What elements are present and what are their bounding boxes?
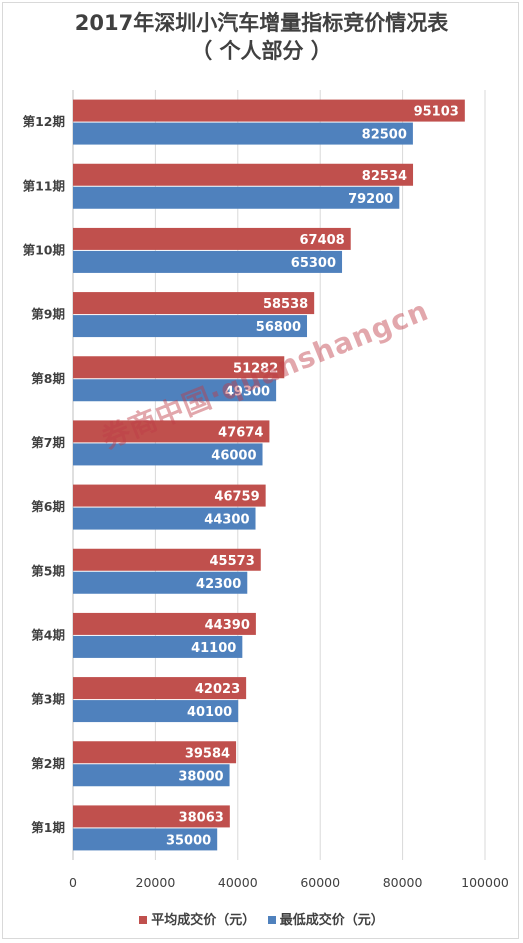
bar-minimum-9 [73,315,308,338]
data-label-minimum-7: 46000 [211,448,256,463]
data-label-minimum-4: 41100 [191,641,236,656]
category-label: 第6期 [31,499,65,514]
x-tick-label-80000: 80000 [383,875,423,890]
bar-average-2 [73,741,237,764]
data-label-minimum-12: 82500 [362,128,407,143]
category-label: 第2期 [31,756,65,771]
data-label-average-5: 45573 [210,554,255,569]
data-label-minimum-3: 40100 [187,705,232,720]
bar-average-7 [73,420,270,443]
data-label-minimum-1: 35000 [166,833,211,848]
bar-minimum-1 [73,828,218,851]
category-label: 第7期 [31,435,65,450]
legend-swatch-average [139,915,148,924]
bar-minimum-4 [73,635,243,658]
bar-average-9 [73,292,315,315]
legend-label-average: 平均成交价（元） [151,913,256,928]
category-label: 第1期 [31,820,65,835]
data-label-average-9: 58538 [263,297,308,312]
bar-average-8 [73,356,285,379]
data-label-average-10: 67408 [299,233,344,248]
data-label-average-2: 39584 [185,746,230,761]
category-label: 第5期 [31,563,65,578]
legend-item-average: 平均成交价（元） [139,909,255,928]
x-tick-label-100000: 100000 [461,875,509,890]
legend-item-minimum: 最低成交价（元） [267,909,384,928]
bar-minimum-10 [73,250,343,273]
category-label: 第4期 [31,627,65,642]
bar-minimum-12 [73,122,413,145]
bar-average-5 [73,548,261,571]
data-label-minimum-10: 65300 [291,256,336,271]
data-label-average-4: 44390 [205,618,250,633]
legend-label-minimum: 最低成交价（元） [279,913,384,928]
data-label-minimum-8: 49300 [225,384,270,399]
bar-average-12 [73,99,465,122]
category-label: 第10期 [23,242,65,257]
data-label-minimum-9: 56800 [256,320,301,335]
bar-average-3 [73,677,247,700]
bar-average-1 [73,805,230,828]
data-label-average-8: 51282 [233,361,278,376]
data-label-average-3: 42023 [195,682,240,697]
chart-title: 2017年深圳小汽车增量指标竞价情况表 [74,11,449,35]
data-label-average-12: 95103 [414,105,459,120]
x-tick-label-20000: 20000 [136,875,176,890]
chart-subtitle: （ 个人部分 ） [191,39,332,63]
bar-average-6 [73,484,266,507]
bar-minimum-8 [73,379,277,402]
data-label-minimum-11: 79200 [348,192,393,207]
bar-average-10 [73,227,351,250]
data-label-minimum-2: 38000 [178,769,223,784]
category-label: 第9期 [31,307,65,322]
x-tick-label-40000: 40000 [218,875,258,890]
bar-average-11 [73,163,414,186]
data-label-average-7: 47674 [218,425,263,440]
data-label-average-11: 82534 [362,169,407,184]
bar-minimum-7 [73,443,263,466]
legend: 平均成交价（元） 最低成交价（元） [0,909,523,928]
bar-minimum-3 [73,700,239,723]
bar-average-4 [73,612,256,635]
bar-minimum-11 [73,186,400,209]
bar-minimum-5 [73,571,248,594]
data-label-minimum-5: 42300 [196,577,241,592]
category-label: 第11期 [23,178,65,193]
data-label-average-6: 46759 [214,490,259,505]
bar-minimum-2 [73,764,230,787]
data-label-minimum-6: 44300 [204,513,249,528]
x-tick-label-0: 0 [69,875,77,890]
category-label: 第12期 [23,114,65,129]
category-label: 第8期 [31,371,65,386]
data-label-average-1: 38063 [179,810,224,825]
bar-minimum-6 [73,507,256,530]
x-tick-label-60000: 60000 [300,875,340,890]
category-label: 第3期 [31,692,65,707]
legend-swatch-minimum [267,915,276,924]
